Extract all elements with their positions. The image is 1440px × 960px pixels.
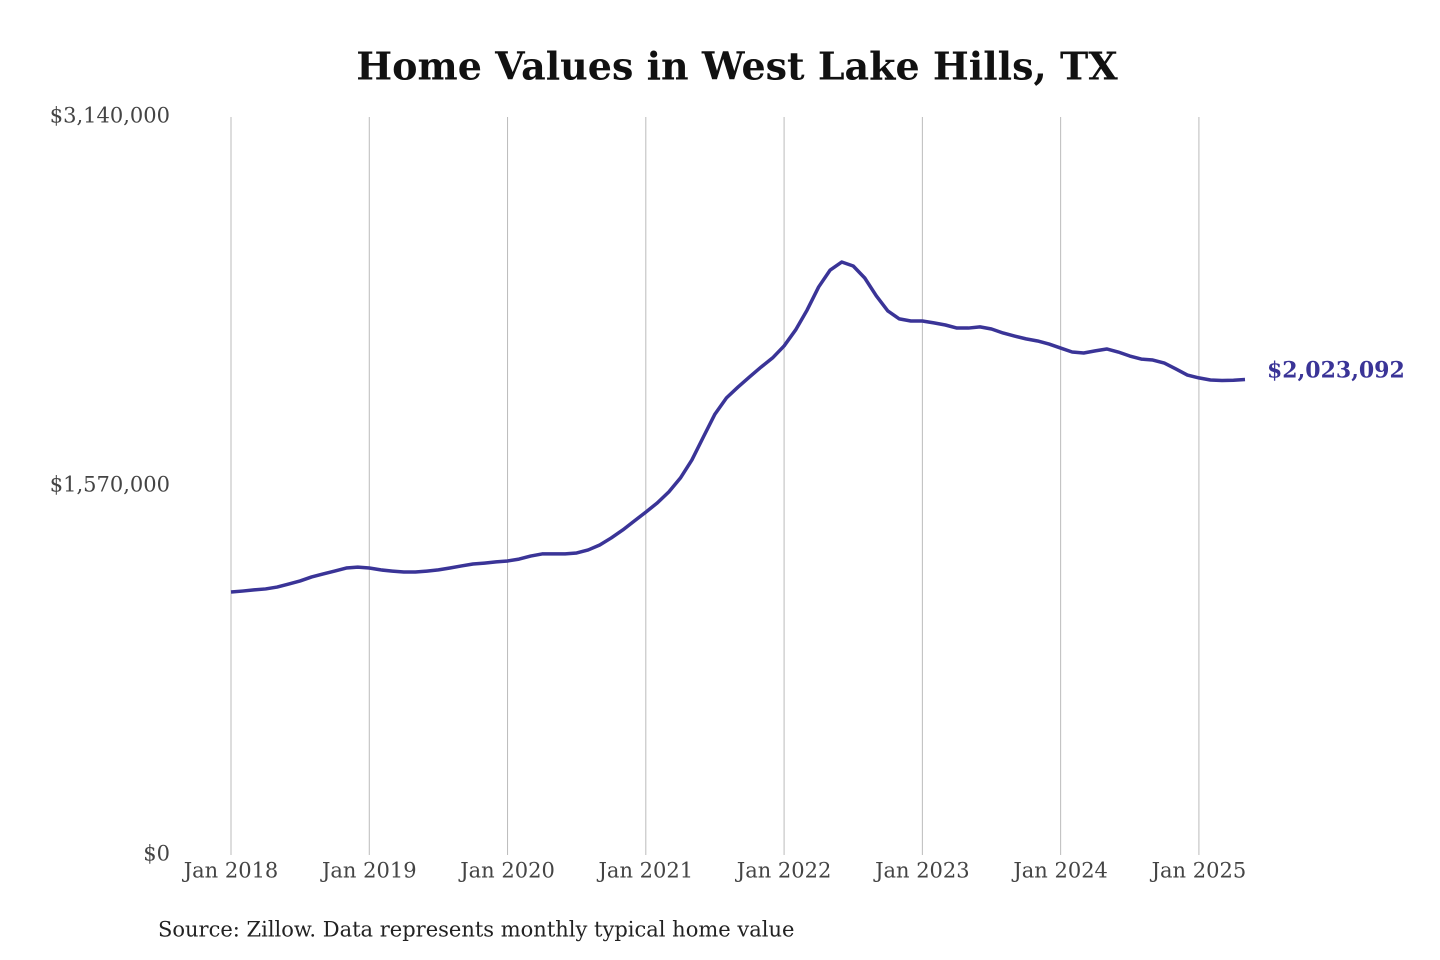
- x-tick-label: Jan 2024: [1011, 859, 1108, 883]
- x-tick-label: Jan 2019: [320, 859, 417, 883]
- y-tick-label: $3,140,000: [50, 104, 170, 128]
- x-tick-label: Jan 2018: [182, 859, 279, 883]
- chart-title: Home Values in West Lake Hills, TX: [356, 44, 1118, 89]
- value-label: $2,023,092: [1267, 358, 1405, 384]
- x-tick-label: Jan 2021: [597, 859, 694, 883]
- x-tick-label: Jan 2025: [1150, 859, 1247, 883]
- x-tick-label: Jan 2020: [458, 859, 555, 883]
- x-tick-label: Jan 2022: [735, 859, 832, 883]
- y-tick-label: $1,570,000: [50, 473, 170, 497]
- line-series: [230, 260, 1246, 594]
- x-tick-label: Jan 2023: [873, 859, 970, 883]
- source-note: Source: Zillow. Data represents monthly …: [158, 918, 794, 942]
- y-tick-label: $0: [143, 842, 170, 866]
